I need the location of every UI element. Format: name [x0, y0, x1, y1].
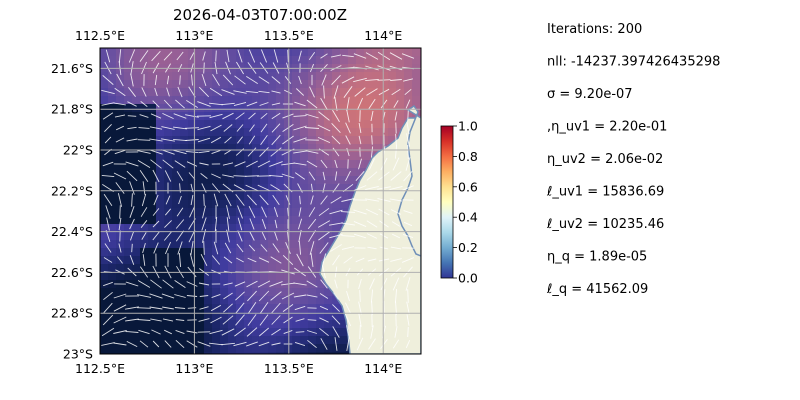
- lon-tick-label-top: 112.5°E: [75, 28, 125, 43]
- colorbar-tick-label: 1.0: [458, 119, 478, 134]
- map-axes: 112.5°E 113°E 113.5°E 114°E 112.5°E 113°E 113…: [51, 28, 422, 376]
- velocity-arrows: [101, 49, 415, 351]
- lat-tick-label: 22.4°S: [51, 224, 93, 239]
- stat-line: η_uv2 = 2.06e-02: [547, 152, 663, 167]
- bottom-lon-tick-labels: 112.5°E 113°E 113.5°E 114°E: [75, 361, 402, 376]
- lat-tick-label: 22.2°S: [51, 183, 93, 198]
- stat-line: σ = 9.20e-07: [547, 87, 633, 102]
- colorbar-tick-label: 0.2: [458, 240, 478, 255]
- lon-tick-label-top: 113°E: [175, 28, 213, 43]
- map-frame: [99, 47, 422, 355]
- stat-line: ,η_uv1 = 2.20e-01: [547, 120, 667, 135]
- lon-tick-label-bottom: 113°E: [175, 361, 213, 376]
- stat-line: η_q = 1.89e-05: [547, 250, 647, 265]
- left-lat-tick-labels: 21.6°S 21.8°S 22°S 22.2°S 22.4°S 22.6°S 22.8°S…: [51, 61, 93, 362]
- colorbar-tick-label: 0.8: [458, 149, 478, 164]
- lon-tick-label-bottom: 114°E: [364, 361, 402, 376]
- stat-line: nll: -14237.397426435298: [547, 55, 720, 70]
- lat-tick-label: 21.6°S: [51, 61, 93, 76]
- top-lon-tick-labels: 112.5°E 113°E 113.5°E 114°E: [75, 28, 402, 43]
- lon-tick-label-top: 114°E: [364, 28, 402, 43]
- lon-tick-label-bottom: 113.5°E: [264, 361, 314, 376]
- stat-line: ℓ_uv2 = 10235.46: [546, 217, 664, 232]
- lat-tick-label: 21.8°S: [51, 102, 93, 117]
- colorbar-tick-label: 0.0: [458, 271, 478, 286]
- colorbar-tick-label: 0.4: [458, 210, 478, 225]
- colorbar-ticks: 0.0 0.2 0.4 0.6 0.8 1.0: [453, 119, 478, 286]
- colorbar-gradient: [440, 125, 454, 279]
- stat-line: Iterations: 200: [547, 22, 642, 37]
- stat-line: ℓ_q = 41562.09: [546, 282, 648, 297]
- lat-tick-label: 23°S: [63, 347, 93, 362]
- map-title: 2026-04-03T07:00:00Z: [173, 6, 347, 24]
- gridlines: [100, 48, 421, 354]
- colorbar: 0.0 0.2 0.4 0.6 0.8 1.0: [440, 119, 478, 286]
- lon-tick-label-top: 113.5°E: [264, 28, 314, 43]
- lat-tick-label: 22.8°S: [51, 306, 93, 321]
- island: [397, 104, 421, 257]
- stats-panel: Iterations: 200 nll: -14237.397426435298 σ…: [546, 22, 720, 297]
- stat-line: ℓ_uv1 = 15836.69: [546, 185, 664, 200]
- lat-tick-label: 22°S: [63, 143, 93, 158]
- colorbar-tick-label: 0.6: [458, 179, 478, 194]
- lat-tick-label: 22.6°S: [51, 265, 93, 280]
- lon-tick-label-bottom: 112.5°E: [75, 361, 125, 376]
